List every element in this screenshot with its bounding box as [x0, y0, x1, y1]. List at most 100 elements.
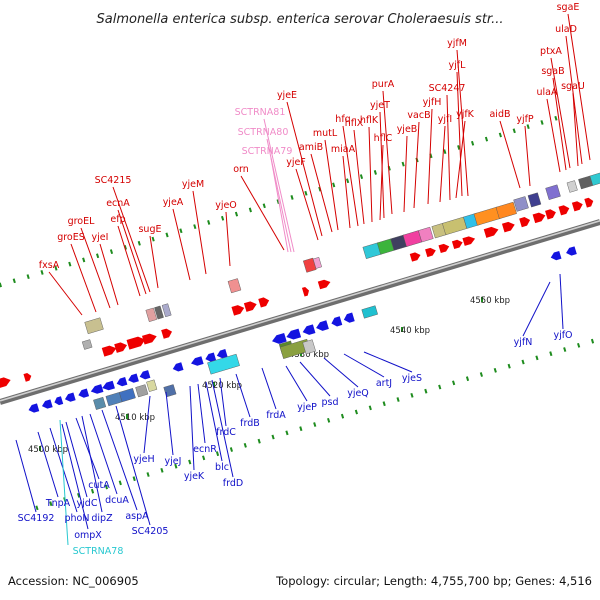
forward-gene-arrow: [545, 209, 556, 220]
guide-dot: [382, 401, 386, 407]
reverse-gene-arrow: [550, 250, 562, 261]
forward-leader-line: [368, 126, 373, 223]
forward-gene-label: purA: [372, 79, 395, 90]
guide-dot: [188, 459, 192, 465]
scale-tick-label: 4510 kbp: [115, 413, 155, 423]
guide-dot: [465, 376, 470, 382]
forward-leader-line: [286, 101, 323, 237]
forward-leader-line: [446, 94, 451, 201]
forward-leader-line: [295, 168, 319, 241]
forward-leader-line: [379, 111, 385, 219]
guide-dot: [40, 270, 44, 275]
reverse-leader-line: [61, 423, 89, 530]
reverse-gene-label: yjeQ: [347, 388, 369, 399]
reverse-gene-arrow: [128, 373, 139, 383]
reverse-gene-arrow: [28, 403, 40, 413]
guide-dot: [401, 161, 405, 167]
reverse-leader-line: [81, 415, 103, 513]
forward-leader-line: [112, 186, 151, 293]
forward-gene-arrow: [301, 286, 309, 297]
guide-dot: [290, 195, 294, 200]
reverse-gene-arrow: [302, 324, 316, 335]
forward-gene-label: yjeE: [277, 90, 297, 101]
forward-leader-line: [550, 57, 571, 169]
reverse-leader-line: [65, 421, 88, 498]
reverse-leader-line: [205, 381, 223, 462]
guide-dot: [438, 384, 442, 390]
guide-dot: [452, 380, 456, 386]
gene-block: [527, 192, 542, 208]
forward-gene-arrow: [101, 345, 117, 357]
reverse-gene-label: yjfN: [514, 337, 533, 348]
reverse-leader-line: [235, 373, 251, 418]
rna-gene-label: SCTRNA79: [242, 146, 293, 157]
gene-block: [302, 339, 316, 355]
forward-gene-label: aidB: [489, 109, 510, 120]
reverse-gene-label: phoN: [65, 513, 90, 524]
genome-summary-text: Topology: circular; Length: 4,755,700 bp…: [275, 574, 592, 588]
guide-dot: [507, 363, 511, 369]
rna-leader-line: [266, 138, 292, 253]
gene-block: [361, 305, 378, 319]
forward-gene-label: yjeT: [370, 100, 390, 111]
rna-leader-line: [59, 419, 69, 546]
guide-dot: [109, 249, 114, 255]
reverse-gene-arrow: [116, 377, 128, 387]
guide-dot: [540, 120, 544, 125]
guide-dot: [90, 488, 95, 494]
accession-text: Accession: NC_006905: [8, 574, 139, 588]
guide-dot: [35, 505, 39, 511]
forward-gene-arrow: [317, 279, 331, 290]
forward-gene-arrow: [558, 205, 570, 216]
reverse-gene-arrow: [102, 380, 115, 391]
gene-block: [589, 172, 600, 186]
forward-gene-arrow: [519, 216, 531, 228]
guide-dot: [165, 232, 169, 238]
forward-gene-label: fxsA: [39, 260, 60, 271]
forward-leader-line: [546, 98, 561, 173]
gene-block: [495, 201, 517, 220]
guide-dot: [257, 438, 261, 444]
gene-block: [566, 180, 578, 193]
reverse-gene-label: dcuA: [105, 495, 129, 506]
forward-gene-label: SC4215: [95, 175, 132, 186]
scale-tick-label: 4540 kbp: [390, 326, 430, 336]
guide-dot: [549, 351, 553, 357]
guide-dot: [160, 467, 164, 473]
gene-block: [163, 384, 177, 398]
gene-block: [81, 339, 93, 350]
reverse-leader-line: [363, 351, 413, 373]
scale-tick-label: 4500 kbp: [28, 445, 68, 455]
forward-leader-line: [70, 243, 97, 313]
reverse-gene-label: SC4192: [18, 513, 55, 524]
forward-gene-arrow: [126, 336, 146, 350]
guide-dot: [304, 190, 308, 196]
gene-block: [93, 396, 107, 410]
reverse-gene-label: ompX: [74, 530, 102, 541]
guide-dot: [179, 228, 183, 234]
reverse-gene-label: TnpA: [45, 498, 71, 509]
reverse-gene-arrow: [272, 332, 287, 344]
reverse-leader-line: [143, 395, 151, 454]
guide-dot: [471, 140, 475, 146]
reverse-gene-arrow: [343, 312, 355, 323]
forward-gene-arrow: [451, 239, 463, 250]
forward-gene-arrow: [243, 301, 257, 312]
reverse-gene-arrow: [172, 362, 184, 372]
forward-leader-line: [48, 271, 83, 316]
label-leader-lines: [15, 13, 591, 546]
gene-block: [84, 317, 104, 335]
gene-block: [513, 196, 529, 212]
reverse-leader-line: [101, 409, 138, 511]
forward-gene-label: vacB: [407, 110, 430, 121]
forward-gene-label: yjfH: [423, 97, 442, 108]
forward-gene-arrow: [438, 243, 450, 254]
forward-gene-arrow: [141, 333, 157, 345]
guide-dot: [332, 182, 336, 188]
guide-dot: [512, 128, 516, 134]
reverse-gene-label: yjdC: [77, 498, 98, 509]
reverse-gene-label: dipZ: [91, 513, 113, 524]
forward-gene-label: ecnA: [106, 198, 130, 209]
guide-dot: [590, 338, 595, 344]
reverse-gene-label: ecnR: [193, 444, 217, 455]
